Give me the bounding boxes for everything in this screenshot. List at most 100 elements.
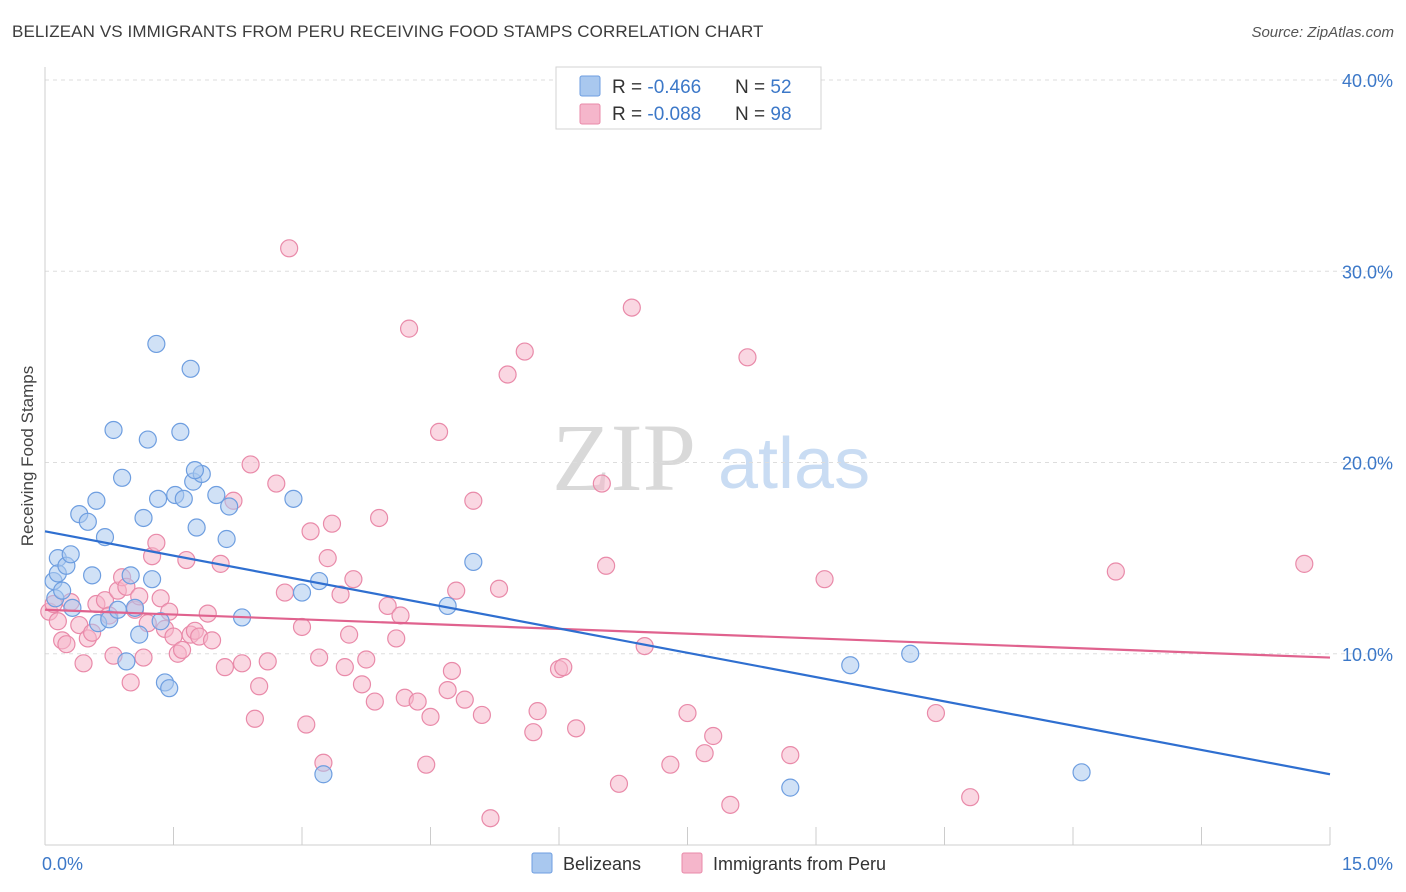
series-legend: Belizeans Immigrants from Peru [531, 852, 886, 874]
peru-point [421, 707, 440, 726]
peru-trend-line [44, 608, 1331, 659]
peru-point [489, 579, 509, 598]
peru-point [567, 719, 586, 738]
peru-point [498, 365, 517, 384]
belizean-point [63, 598, 82, 617]
peru-point [695, 744, 714, 763]
peru-point [399, 319, 419, 338]
belizean-point [78, 512, 97, 531]
belizean-point [160, 679, 179, 698]
x-tick-label: 15.0% [1342, 854, 1393, 874]
peru-point [172, 640, 192, 660]
y-axis-label: Receiving Food Stamps [18, 366, 37, 546]
belizean-point [151, 612, 170, 631]
peru-point [926, 703, 946, 723]
peru-point [961, 788, 980, 807]
belizean-point [217, 529, 236, 549]
peru-point [322, 514, 342, 533]
belizean-point [121, 566, 140, 585]
peru-point [438, 680, 457, 700]
belizean-point [1072, 763, 1091, 782]
peru-point [241, 455, 260, 474]
belizean-point [108, 600, 127, 619]
legend-n-label: N = [735, 77, 770, 98]
peru-point [365, 692, 384, 711]
legend-row-belizeans: R = -0.466 N = 52 [612, 77, 792, 98]
peru-point [202, 631, 222, 650]
peru-point [147, 533, 166, 552]
y-tick-label: 20.0% [1342, 454, 1393, 474]
legend-n-value: 98 [770, 104, 791, 125]
peru-point [215, 658, 234, 677]
peru-point [352, 675, 372, 694]
peru-point [481, 809, 500, 828]
belizean-point [171, 422, 190, 441]
peru-point [447, 581, 466, 600]
peru-point [597, 556, 616, 575]
belizean-point [464, 552, 483, 572]
peru-point [344, 570, 363, 589]
peru-point [297, 715, 316, 734]
belizean-point [185, 461, 205, 480]
belizean-point [841, 656, 860, 675]
peru-point [387, 629, 406, 648]
peru-point [357, 650, 376, 669]
peru-point [781, 746, 800, 765]
peru-point [151, 589, 170, 608]
belizean-point [138, 430, 157, 449]
y-tick-label: 40.0% [1342, 71, 1393, 91]
peru-point [429, 422, 449, 441]
peru-point [301, 522, 320, 541]
x-tick-label: 0.0% [42, 854, 83, 874]
peru-point [442, 661, 462, 681]
peru-point [455, 690, 474, 709]
peru-point [524, 723, 543, 742]
belizean-points [44, 334, 1091, 797]
legend-swatch-belizeans [579, 75, 601, 97]
peru-point [245, 709, 264, 728]
peru-point [464, 491, 483, 510]
y-tick-labels: 10.0% 20.0% 30.0% 40.0% [1342, 71, 1393, 665]
belizean-point [220, 497, 239, 516]
trend-lines [44, 530, 1331, 776]
peru-point [678, 703, 697, 723]
belizean-point [781, 778, 800, 797]
belizean-point [142, 570, 162, 589]
belizean-point [104, 420, 123, 440]
peru-point [318, 549, 337, 568]
peru-point [340, 625, 359, 644]
peru-point [267, 474, 286, 493]
peru-point [275, 583, 294, 602]
peru-point [391, 606, 410, 625]
bottom-legend-swatch-peru [681, 852, 703, 874]
peru-point [121, 673, 140, 692]
belizean-point [314, 765, 333, 784]
belizean-trend-line [44, 530, 1331, 776]
bottom-legend-peru: Immigrants from Peru [713, 854, 886, 874]
legend-r-label: R = [612, 77, 647, 98]
belizean-point [130, 625, 149, 644]
y-tick-label: 30.0% [1342, 262, 1393, 282]
belizean-point [181, 359, 200, 378]
belizean-point [174, 489, 193, 508]
belizean-point [53, 581, 72, 600]
watermark-zip: ZIP [552, 404, 696, 511]
peru-point [232, 654, 252, 673]
legend-r-value: -0.088 [647, 104, 701, 125]
peru-point [622, 298, 641, 317]
peru-point [370, 508, 389, 528]
peru-point [258, 652, 277, 671]
peru-point [335, 658, 354, 677]
peru-point [721, 795, 740, 814]
bottom-legend-belizeans: Belizeans [563, 854, 641, 874]
peru-point [280, 239, 299, 258]
y-tick-label: 10.0% [1342, 645, 1393, 665]
belizean-point [148, 489, 168, 508]
peru-point [48, 612, 67, 631]
legend-r-label: R = [612, 104, 647, 125]
legend-n-label: N = [735, 104, 770, 125]
peru-point [738, 348, 757, 367]
legend-n-value: 52 [770, 77, 791, 98]
peru-point [310, 648, 329, 667]
legend-r-value: -0.466 [647, 77, 701, 98]
